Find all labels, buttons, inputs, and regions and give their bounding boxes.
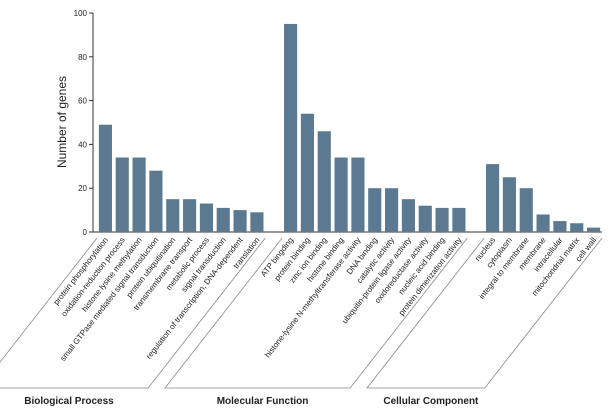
y-tick-label: 100 <box>74 9 88 18</box>
bar <box>115 157 129 232</box>
group-label: Molecular Function <box>217 396 309 407</box>
y-tick-label: 40 <box>78 140 87 149</box>
bar <box>166 199 180 232</box>
bar <box>132 157 146 232</box>
bar <box>149 170 163 232</box>
bar <box>570 223 584 232</box>
bar <box>502 177 516 232</box>
bar <box>401 199 415 232</box>
group-bracket <box>366 237 603 389</box>
bar <box>452 207 466 232</box>
bar <box>183 199 197 232</box>
bar <box>587 227 601 232</box>
group-label: Cellular Component <box>383 396 479 407</box>
bar <box>418 205 432 232</box>
bar <box>199 203 213 232</box>
group-bracket <box>0 237 266 389</box>
bar <box>284 23 298 233</box>
bar <box>351 157 365 232</box>
bar <box>334 157 348 232</box>
y-tick-label: 60 <box>78 97 87 106</box>
bar <box>385 188 399 232</box>
bar <box>435 207 449 232</box>
y-tick-label: 80 <box>78 53 87 62</box>
bar <box>300 113 314 232</box>
bar <box>486 164 500 232</box>
group-bracket <box>164 237 468 389</box>
bar <box>553 221 567 232</box>
bar <box>250 212 264 232</box>
bar <box>536 214 550 232</box>
bar <box>98 124 112 232</box>
bar <box>233 210 247 232</box>
bar <box>368 188 382 232</box>
group-label: Biological Process <box>24 396 114 407</box>
bar <box>519 188 533 232</box>
y-tick-label: 0 <box>83 228 88 237</box>
bar <box>317 131 331 232</box>
y-axis-label: Number of genes <box>55 76 69 168</box>
y-tick-label: 20 <box>78 184 87 193</box>
bar <box>216 207 230 232</box>
